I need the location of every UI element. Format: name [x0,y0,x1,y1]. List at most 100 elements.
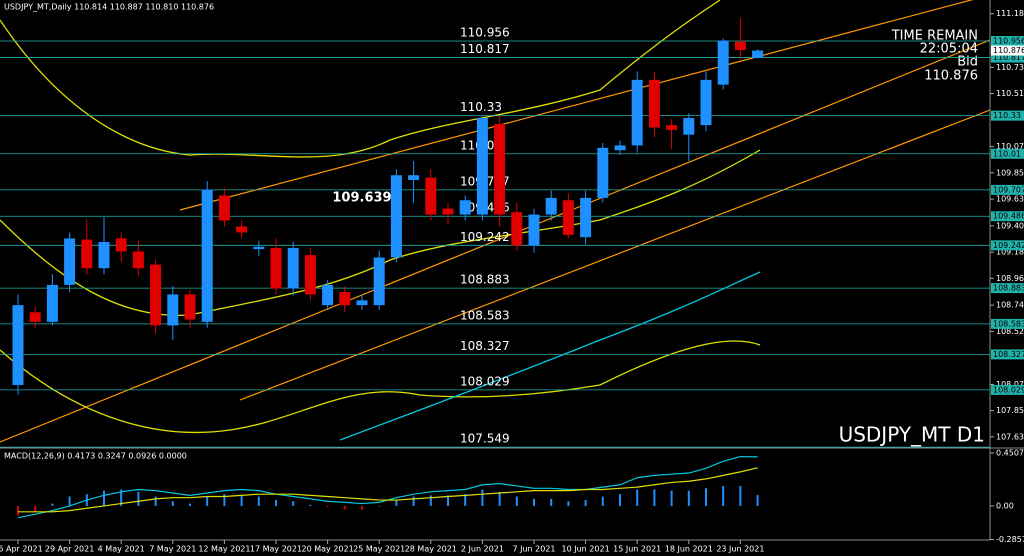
macd-histogram-bar [670,490,673,506]
x-tick-label: 7 Jun 2021 [512,545,555,554]
slow-line [339,271,761,441]
candle-body [562,200,574,235]
macd-histogram-bar [756,495,759,506]
level-price-box [991,36,1024,47]
time-remain: 22:05:04 [920,42,978,57]
middle-band [0,149,761,317]
level-price-label: 110.33 [993,111,1021,120]
candle-body [700,79,712,126]
level-price-label: 110.01 [993,149,1021,158]
y-tick-label: 110.515 [996,89,1024,98]
level-label: 110.956 [460,26,510,40]
candle-body [29,312,41,322]
level-price-label: 109.486 [993,212,1024,221]
macd-histogram-bar [481,489,484,506]
x-tick-label: 23 Jun 2021 [716,545,764,554]
macd-histogram-bar [189,503,191,506]
candle-body [476,118,488,215]
macd-histogram-bar [447,495,449,506]
candle-body [648,79,660,128]
macd-histogram-bar [154,496,157,506]
level-price-box [991,349,1024,360]
candle-body [666,125,678,130]
candle-body [64,238,76,285]
candle-body [167,294,179,326]
y-tick-label: 109.85 [996,168,1024,177]
y-tick-label: 109.185 [996,248,1024,257]
candle-body [218,195,230,221]
level-price-label: 108.327 [993,350,1024,359]
indicator-curves [0,0,761,441]
chart-header: USDJPY_MT,Daily 110.814 110.887 110.810 … [4,3,214,12]
macd-line [18,467,758,513]
macd-histogram-bar [326,505,329,508]
lower-band [0,340,761,434]
candle-body [390,175,402,258]
trendline [0,39,991,443]
level-label: 109.242 [460,230,510,244]
x-tick-label: 17 May 2021 [250,545,302,554]
candle-body [132,251,144,269]
level-price-label: 110.956 [993,37,1024,46]
level-label: 110.817 [460,42,510,56]
candle-body [528,214,540,246]
macd-histogram-bar [636,489,639,506]
candle-body [494,123,506,215]
macd-y-tick-label: 0.00 [996,501,1014,510]
x-tick-label: 10 Jun 2021 [562,545,610,554]
candle-body [270,247,282,289]
bid-value: 110.876 [924,69,978,84]
macd-histogram-bar [429,495,432,506]
y-tick-label: 107.855 [996,406,1024,415]
candle-body [356,300,368,306]
macd-histogram-bar [550,498,553,506]
candle-body [734,41,746,51]
macd-histogram-bar [687,490,690,506]
y-tick-label: 110.07 [996,142,1024,151]
level-price-box [991,148,1024,159]
candle-body [459,200,471,215]
macd-histogram-bar [103,490,105,506]
candle-body [46,284,58,322]
macd-y-tick-label: -0.2857 [996,535,1024,544]
y-tick-label: 108.075 [996,380,1024,389]
x-tick-label: 20 May 2021 [302,545,354,554]
macd-histogram-bar [584,500,587,506]
candle-body [184,294,196,320]
level-price-label: 108.883 [993,284,1024,293]
candle-body [304,255,316,295]
x-tick-label: 26 Apr 2021 [0,545,43,554]
annotation-label: 109.639 [332,190,391,205]
macd-histogram-bar [378,505,381,507]
level-price-box [991,318,1024,329]
y-tick-label: 108.965 [996,274,1024,283]
candle-body [631,79,643,146]
x-tick-label: 25 May 2021 [353,545,405,554]
macd-histogram-bar [395,500,398,506]
level-price-box [991,184,1024,195]
candle-body [717,40,729,85]
level-price-label: 109.707 [993,185,1024,194]
level-price-label: 108.583 [993,319,1024,328]
x-tick-label: 29 Apr 2021 [45,545,94,554]
y-tick-label: 108.74 [996,301,1024,310]
candle-body [614,145,626,151]
macd-histogram-bar [343,505,346,510]
macd-histogram-bar [275,500,277,506]
candle-body [322,284,334,306]
candle-body [253,246,265,250]
x-tick-label: 18 Jun 2021 [665,545,713,554]
level-label: 108.327 [460,339,510,353]
candle-body [236,226,248,233]
macd-histogram-bar [705,488,707,506]
candle-body [683,118,695,135]
candle-body [442,208,454,215]
level-label: 108.029 [460,374,510,388]
level-price-label: 109.242 [993,241,1024,250]
level-label: 108.583 [460,308,510,322]
y-tick-label: 107.635 [996,432,1024,441]
y-tick-label: 109.63 [996,195,1024,204]
x-tick-label: 28 May 2021 [405,545,457,554]
macd-histogram-bar [34,505,37,512]
